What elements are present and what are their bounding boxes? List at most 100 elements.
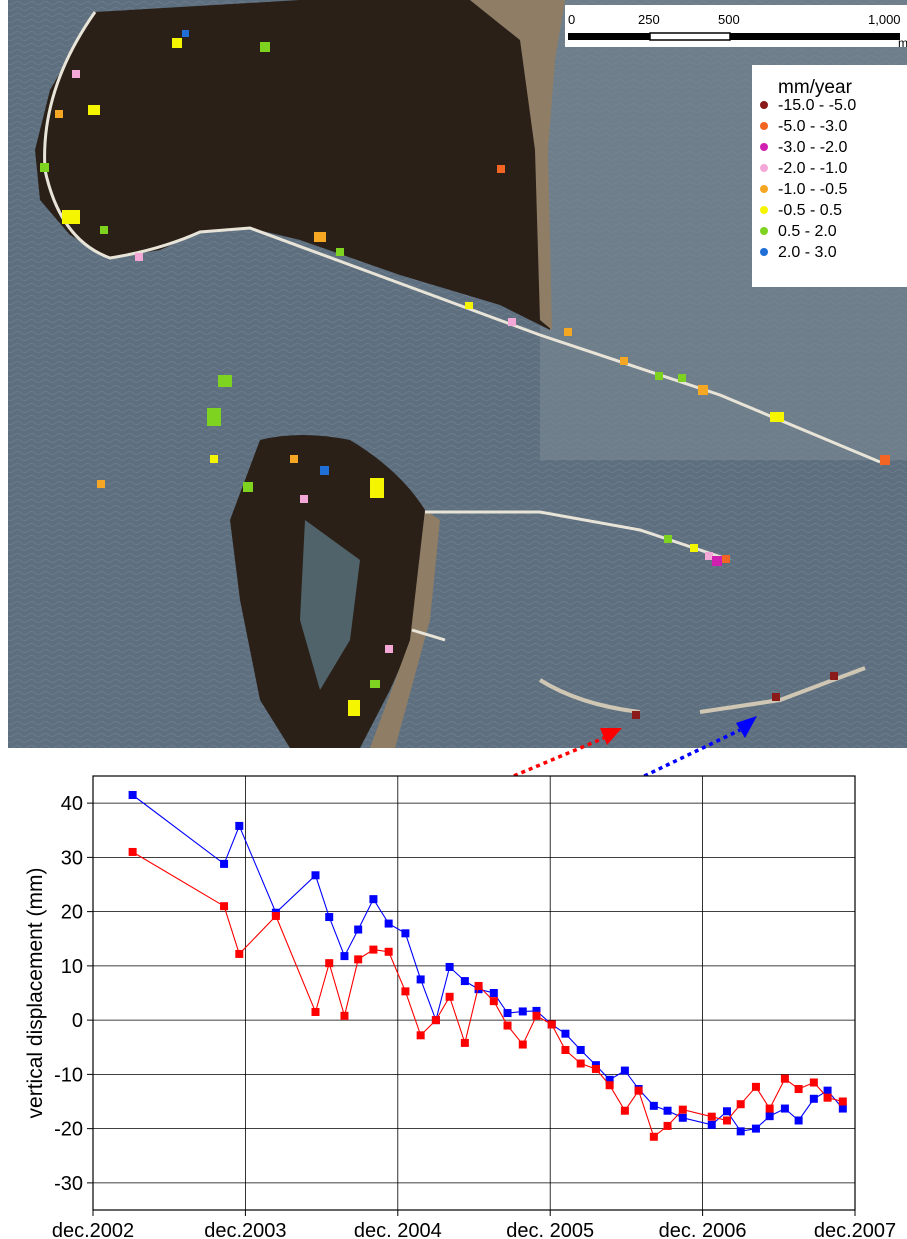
- series-0-point: [663, 1106, 672, 1115]
- series-1-point: [325, 959, 334, 968]
- y-tick-label: -10: [54, 1064, 83, 1086]
- x-tick-label: dec.2003: [204, 1220, 286, 1239]
- x-tick-label: dec. 2005: [506, 1220, 594, 1239]
- ps-points-minus-3: [712, 556, 722, 566]
- series-0-point: [707, 1120, 716, 1129]
- y-tick-label: 30: [61, 847, 83, 869]
- ps-points-minus-5: [497, 165, 890, 563]
- legend-swatch: [760, 185, 768, 193]
- series-0-point: [765, 1112, 774, 1121]
- series-0-point: [838, 1104, 847, 1113]
- blue-arrowhead: [736, 716, 757, 738]
- ps-points-minus-1: [55, 110, 708, 488]
- series-0-point: [576, 1045, 585, 1054]
- series-0-point: [809, 1094, 818, 1103]
- legend-swatch: [760, 101, 768, 109]
- series-0-point: [354, 925, 363, 934]
- series-1-point: [547, 1020, 556, 1029]
- series-0-point: [678, 1113, 687, 1122]
- series-1-point: [220, 902, 229, 911]
- series-1-point: [416, 1031, 425, 1040]
- series-0-point: [220, 859, 229, 868]
- series-0-point: [340, 952, 349, 961]
- y-axis-label: vertical displacement (mm): [24, 868, 47, 1119]
- series-0-point: [384, 919, 393, 928]
- legend-swatch: [760, 206, 768, 214]
- legend-swatch: [760, 122, 768, 130]
- series-1-point: [369, 945, 378, 954]
- series-1-point: [736, 1100, 745, 1109]
- north-jetty: [43, 11, 881, 464]
- legend-title: mm/year: [778, 77, 853, 98]
- legend-label: -3.0 - -2.0: [778, 139, 847, 156]
- series-1-line: [132, 851, 843, 1138]
- series-0-point: [518, 1007, 527, 1016]
- south-lagoon: [300, 520, 360, 690]
- series-1-point: [649, 1132, 658, 1141]
- series-1-point: [532, 1011, 541, 1020]
- legend-label: 2.0 - 3.0: [778, 244, 837, 261]
- plot-area: [92, 775, 856, 1211]
- series-0-point: [460, 977, 469, 986]
- series-1-point: [445, 992, 454, 1001]
- series-0-point: [489, 989, 498, 997]
- y-tick-label: 20: [61, 902, 83, 924]
- series-0-point: [605, 1075, 614, 1084]
- series-1-point: [678, 1105, 687, 1114]
- series-1-point: [489, 997, 498, 1006]
- chart-grid: [93, 776, 855, 1210]
- series-0-point: [780, 1104, 789, 1113]
- legend-label: 0.5 - 2.0: [778, 223, 837, 240]
- scale-tick-0: 0: [568, 12, 575, 27]
- scale-tick-2: 500: [718, 12, 740, 27]
- north-island: [35, 0, 550, 330]
- series-1-point: [354, 955, 363, 964]
- legend-swatch: [760, 143, 768, 151]
- series-1-point: [311, 1007, 320, 1016]
- legend-swatch: [760, 248, 768, 256]
- series-1-point: [503, 1021, 512, 1030]
- series-0-line: [132, 794, 844, 1132]
- red-arrowhead: [600, 728, 622, 745]
- y-axis-ticks: 40 30 20 10 0 -10 -20 -30: [54, 793, 93, 1195]
- legend-label: -0.5 - 0.5: [778, 202, 842, 219]
- series-0-point: [620, 1066, 629, 1075]
- ps-points-subsiding: [632, 672, 838, 719]
- series-1-point: [634, 1086, 643, 1095]
- series-1-point: [518, 1040, 527, 1049]
- series-1-point: [271, 911, 280, 920]
- small-pier: [411, 628, 446, 642]
- north-beach: [470, 0, 565, 330]
- series-0-point: [649, 1101, 658, 1110]
- series-0-point: [503, 1009, 512, 1018]
- series-1-point: [561, 1045, 570, 1054]
- legend-label: -1.0 - -0.5: [778, 181, 847, 198]
- series-1-point: [128, 847, 137, 856]
- series-0-point: [561, 1029, 570, 1038]
- series-1-point: [401, 987, 410, 996]
- series-1-point: [460, 1038, 469, 1047]
- series-0-point: [369, 895, 378, 904]
- series-1-point: [765, 1104, 774, 1113]
- series-0-point: [325, 913, 334, 922]
- series-1-point: [384, 947, 393, 956]
- legend-label: -15.0 - -5.0: [778, 97, 856, 114]
- ps-points: [40, 30, 890, 719]
- series-0-point: [794, 1116, 803, 1125]
- series-1-point: [809, 1078, 818, 1087]
- legend-label: -2.0 - -1.0: [778, 160, 847, 177]
- chart-series: [128, 790, 847, 1141]
- series-1-point: [340, 1011, 349, 1020]
- y-tick-label: 10: [61, 956, 83, 978]
- scale-unit: m: [898, 36, 907, 50]
- breakwater-west: [538, 678, 641, 714]
- series-1-point: [235, 949, 244, 958]
- series-1-point: [474, 981, 483, 990]
- series-1-point: [794, 1085, 803, 1094]
- series-1-point: [780, 1074, 789, 1083]
- legend-swatch: [760, 227, 768, 235]
- series-0-point: [445, 962, 454, 971]
- ps-points-uplift-small: [40, 42, 686, 688]
- scale-tick-3: 1,000: [868, 12, 901, 27]
